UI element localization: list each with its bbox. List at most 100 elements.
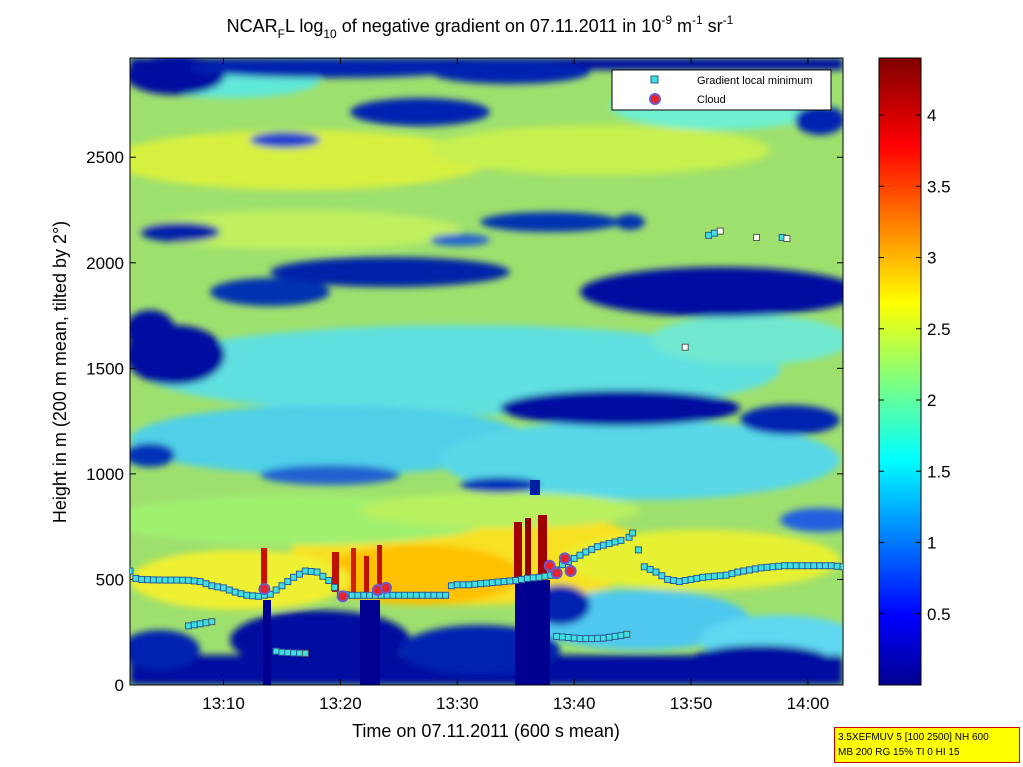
gradient-minimum-point (418, 591, 426, 599)
gradient-minimum-point (231, 588, 239, 596)
gradient-minimum-point (401, 591, 409, 599)
gradient-minimum-point (389, 591, 397, 599)
gradient-minimum-point (278, 582, 286, 590)
plot-frame (129, 57, 844, 686)
y-tick-label: 2000 (86, 254, 124, 273)
gradient-minimum-point (582, 548, 590, 556)
cloud-point (550, 567, 563, 580)
gradient-minimum-point (594, 543, 602, 551)
gradient-minimum-point (319, 572, 327, 580)
chart-title: NCARFL log10 of negative gradient on 07.… (227, 13, 734, 41)
gradient-minimum-point (594, 634, 602, 642)
gradient-minimum-point (412, 591, 420, 599)
gradient-minimum-point (130, 567, 134, 575)
gradient-minimum-point (167, 576, 175, 584)
colorbar-tick-label: 3.5 (927, 177, 951, 196)
gradient-minimum-point (710, 229, 718, 237)
cloud-point (564, 565, 577, 577)
gradient-minimum-point (366, 591, 374, 599)
gradient-minimum-point (781, 562, 789, 570)
gradient-minimum-point (173, 576, 181, 584)
legend-square-marker-icon (650, 75, 659, 84)
gradient-minimum-point (155, 576, 163, 584)
gradient-minimum-point (477, 580, 485, 588)
gradient-minimum-point (529, 574, 537, 582)
gradient-minimum-point (664, 575, 672, 583)
x-axis-label: Time on 07.11.2011 (600 s mean) (352, 721, 620, 741)
colorbar: 0.5 1 1.5 2 2.5 3 3.5 4 (878, 57, 951, 686)
cloud-point (258, 582, 271, 595)
gradient-minimum-point (354, 591, 362, 599)
x-tick-label: 14:00 (787, 694, 830, 713)
gradient-minimum-point (295, 570, 303, 578)
settings-line-1: 3.5XEFMUV 5 [100 2500] NH 600 (838, 732, 989, 743)
gradient-minimum-point (576, 635, 584, 643)
gradient-minimum-point (278, 648, 286, 656)
gradient-minimum-point (611, 632, 619, 640)
gradient-minimum-point (783, 235, 791, 242)
gradient-minimum-point (430, 591, 438, 599)
colorbar-tick-label: 2 (927, 391, 936, 410)
gradient-minimum-point (272, 586, 280, 594)
gradient-minimum-point (360, 591, 368, 599)
gradient-minimum-point (558, 633, 566, 641)
gradient-minimum-point (810, 562, 818, 570)
y-tick-label: 1500 (86, 359, 124, 378)
gradient-minimum-point (670, 577, 678, 584)
gradient-minimum-point (570, 634, 578, 642)
gradient-minimum-point (821, 562, 829, 570)
gradient-minimum-point (753, 233, 761, 241)
gradient-minimum-point (225, 586, 233, 594)
gradient-minimum-point (804, 562, 812, 570)
gradient-minimum-point (190, 621, 198, 629)
gradient-minimum-point (646, 565, 654, 573)
gradient-minimum-point (745, 566, 753, 574)
gradient-minimum-point (705, 231, 713, 239)
gradient-minimum-point (196, 620, 204, 628)
gradient-minimum-point (237, 590, 245, 598)
gradient-minimum-point (301, 567, 309, 575)
gradient-minimum-point (716, 227, 724, 235)
gradient-minimum-point (506, 577, 514, 585)
gradient-minimum-point (284, 649, 292, 657)
gradient-minimum-point (453, 581, 461, 589)
gradient-minimum-point (208, 582, 216, 590)
gradient-minimum-point (488, 579, 496, 587)
gradient-minimum-point (535, 573, 543, 581)
gradient-minimum-point (687, 575, 695, 583)
gradient-minimum-point (722, 571, 730, 579)
gradient-minimum-point (617, 536, 625, 544)
gradient-minimum-point (740, 567, 748, 575)
gradient-minimum-point (652, 568, 660, 576)
gradient-minimum-point (442, 591, 450, 599)
gradient-minimum-point (617, 631, 625, 639)
legend-circle-marker-icon (649, 93, 661, 105)
cloud-point (558, 552, 571, 565)
gradient-minimum-point (792, 562, 800, 570)
cloud-point (379, 581, 392, 594)
gradient-minimum-point (161, 576, 169, 584)
gradient-minimum-point (500, 578, 508, 586)
legend-box (611, 69, 832, 111)
colorbar-tick-label: 3 (927, 249, 936, 268)
gradient-minimum-point (839, 563, 843, 571)
cloud-point (336, 590, 349, 603)
gradient-minimum-point (483, 579, 490, 587)
gradient-minimum-point (272, 647, 280, 655)
colorbar-ticks: 0.5 1 1.5 2 2.5 3 3.5 4 (879, 106, 951, 624)
gradient-minimum-point (541, 572, 549, 580)
gradient-minimum-point (833, 562, 841, 570)
gradient-minimum-point (605, 540, 613, 548)
gradient-minimum-point (190, 577, 198, 585)
cloud-point (543, 559, 556, 572)
settings-line-2: MB 200 RG 15% TI 0 HI 15 (838, 747, 960, 758)
gradient-minimum-point (518, 575, 526, 583)
gradient-minimum-point (757, 564, 765, 572)
gradient-minimum-point (582, 635, 590, 643)
gradient-minimum-point (184, 576, 192, 584)
y-axis-label: Height in m (200 m mean, tilted by 2°) (50, 221, 70, 523)
gradient-minimum-point (494, 578, 502, 586)
gradient-minimum-point (284, 578, 292, 586)
gradient-minimum-point (675, 578, 683, 586)
gradient-minimum-point (716, 572, 724, 580)
